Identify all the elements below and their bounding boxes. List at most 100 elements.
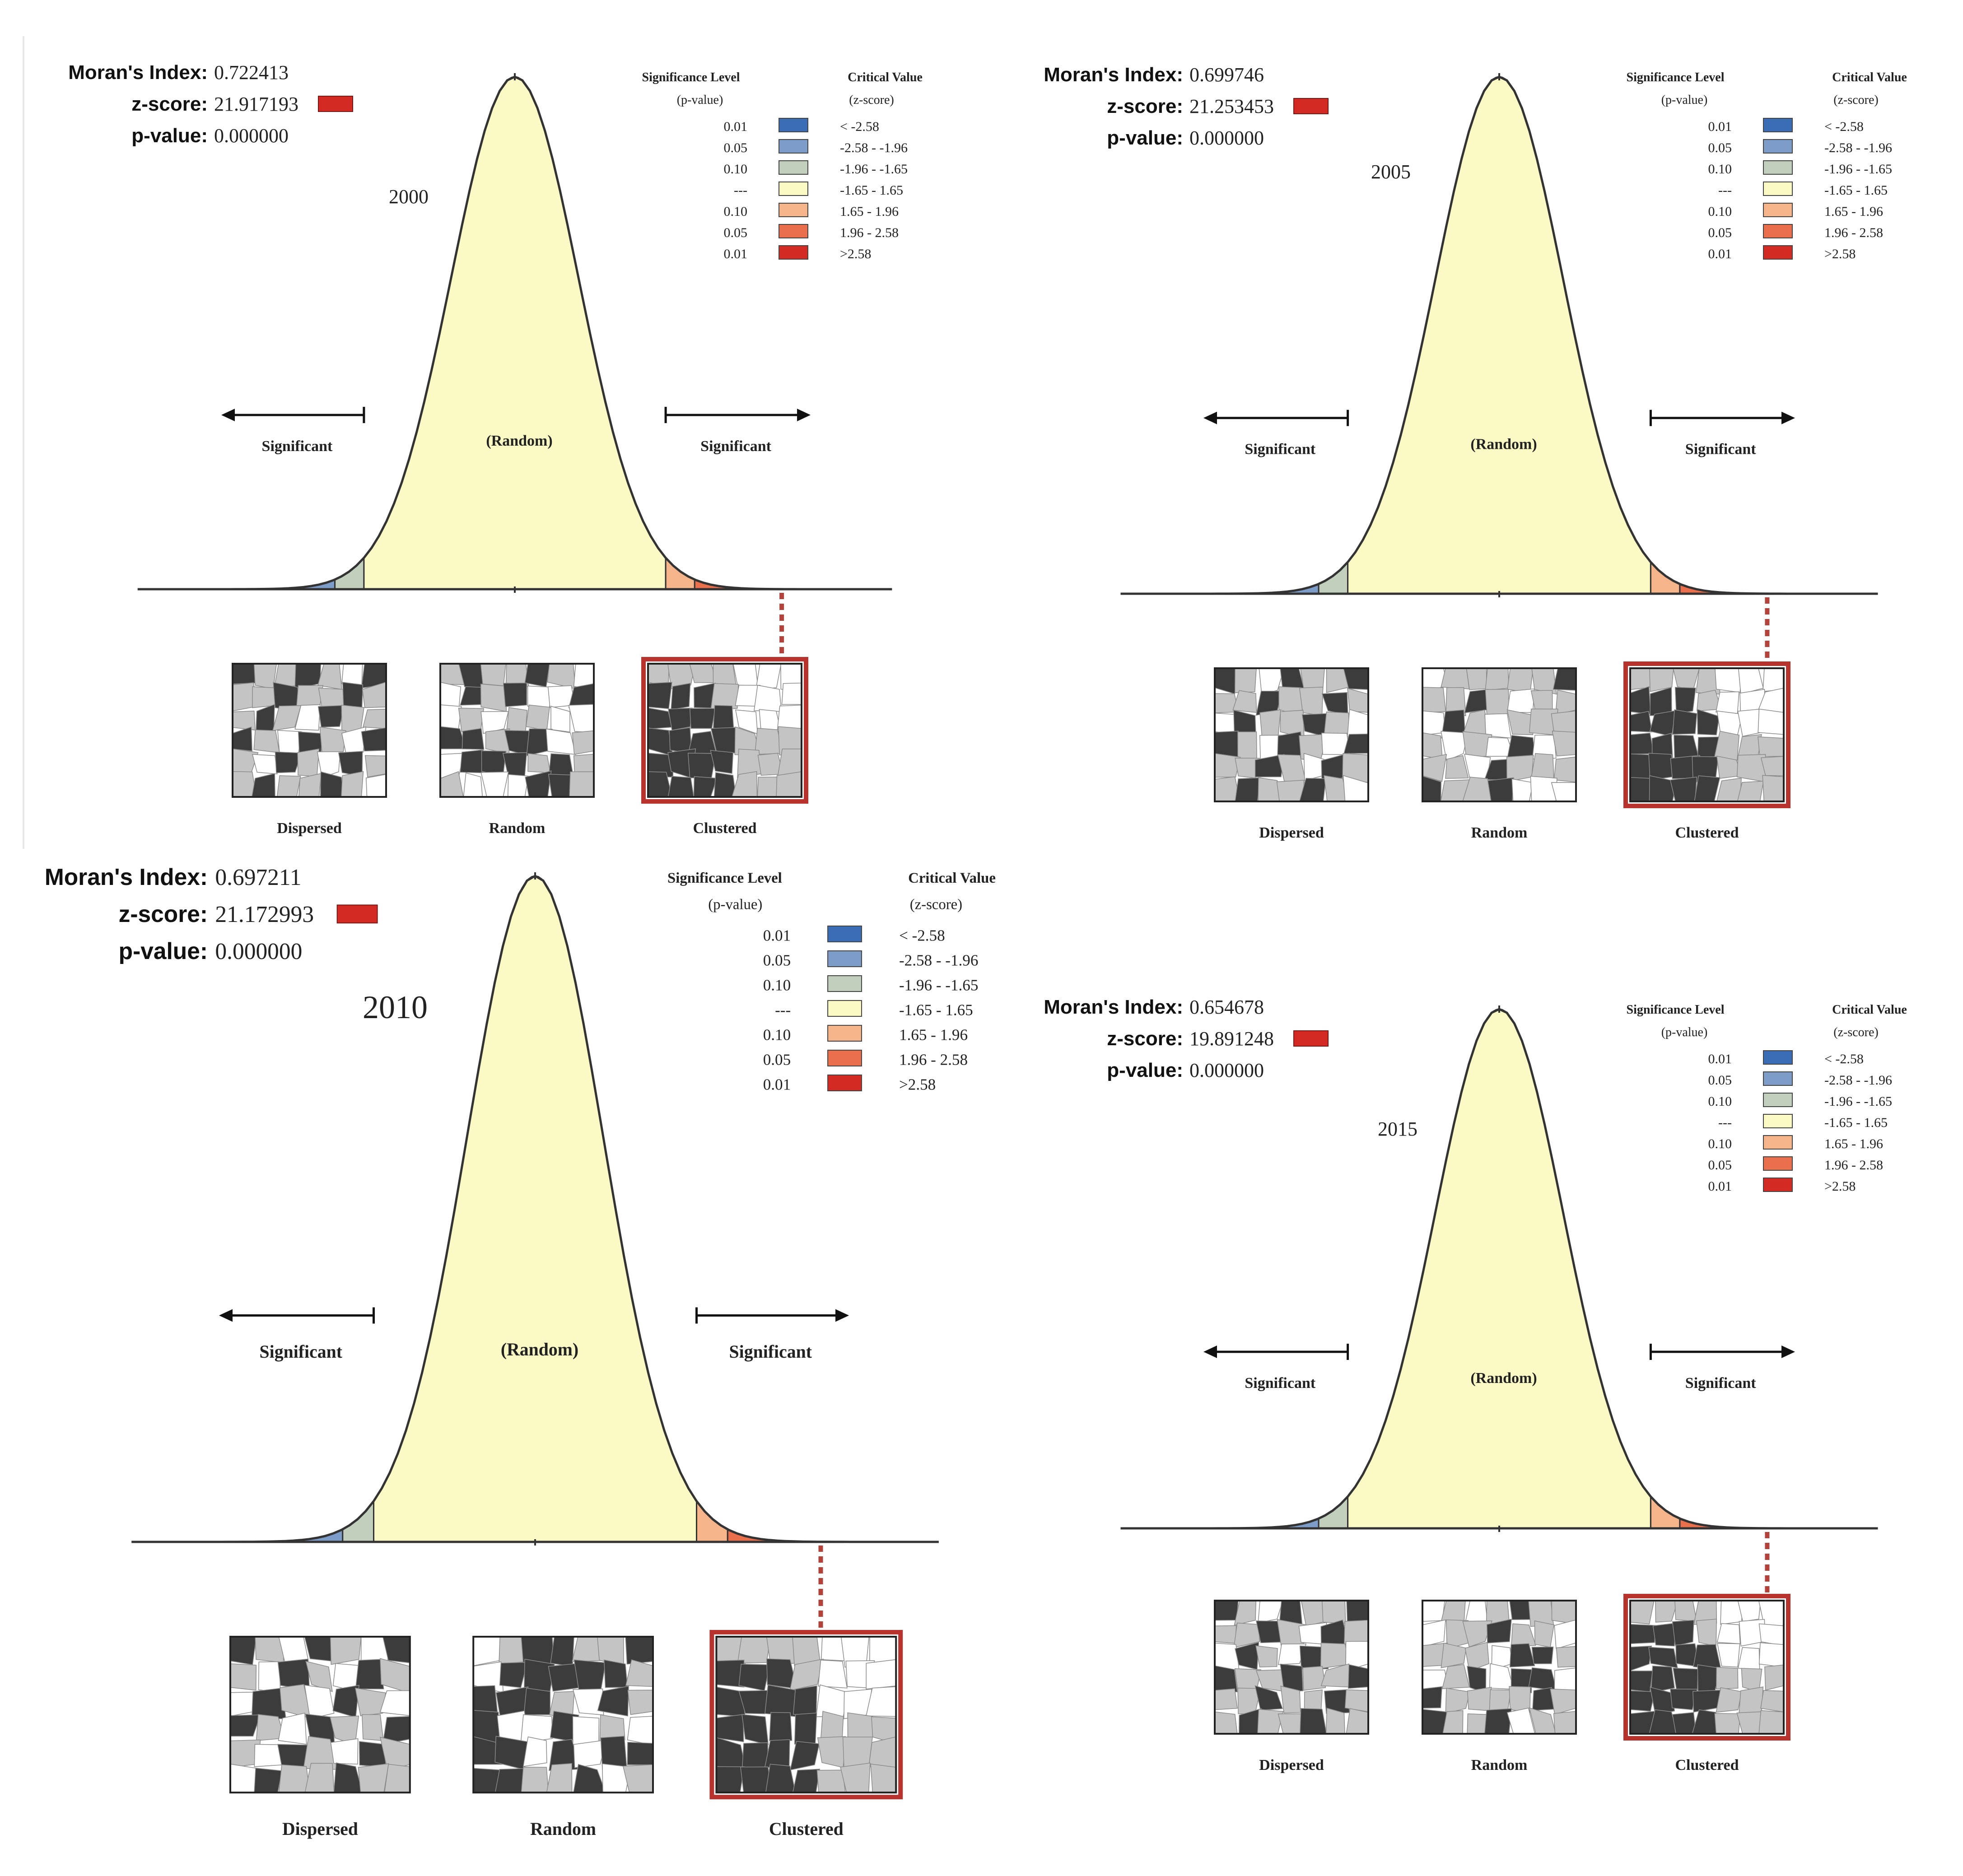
map-region (1346, 1600, 1369, 1623)
map-region (365, 774, 387, 797)
map-region (1445, 755, 1469, 779)
year-label: 2000 (389, 186, 429, 208)
legend-swatch (827, 1074, 862, 1091)
map-region (522, 1736, 547, 1767)
legend-swatch (1763, 160, 1793, 175)
map-region (462, 728, 485, 750)
map-region (603, 1659, 628, 1688)
legend-p-value: --- (1718, 183, 1732, 198)
significant-left-label: Significant (1245, 1375, 1315, 1392)
legend-p-value: 0.05 (1708, 1073, 1732, 1088)
random-label: Random (1471, 824, 1528, 841)
z-score-label: z-score: (1107, 1028, 1183, 1050)
map-region (232, 710, 256, 731)
legend-p-value: 0.10 (763, 977, 791, 994)
map-region (1696, 1619, 1717, 1647)
random-label: (Random) (501, 1340, 578, 1359)
legend-z-range: 1.65 - 1.96 (840, 204, 899, 219)
map-region (363, 708, 387, 729)
map-region (716, 1766, 745, 1793)
map-region (463, 772, 483, 797)
map-region (1214, 1688, 1238, 1710)
legend-p-value: 0.01 (724, 119, 748, 134)
map-region (253, 663, 277, 689)
dispersed-label: Dispersed (1259, 1757, 1324, 1774)
map-region (1300, 1708, 1327, 1734)
map-region (341, 726, 367, 754)
clustered-highlight-frame (641, 657, 808, 804)
map-region (572, 1716, 600, 1746)
map-region (572, 730, 594, 755)
map-region (276, 775, 301, 797)
map-region (384, 1764, 410, 1793)
p-value-label: p-value: (1107, 1059, 1183, 1081)
map-frame (232, 663, 387, 798)
left-arrowhead (219, 1309, 233, 1322)
map-region (1466, 668, 1487, 690)
z-score-badge (336, 904, 378, 924)
legend-swatch (1763, 139, 1793, 154)
legend-p-value: 0.01 (763, 1076, 791, 1094)
map-region (1714, 731, 1739, 761)
map-region (1669, 1689, 1698, 1710)
legend-z-range: -1.96 - -1.65 (1824, 1094, 1892, 1109)
map-region (1532, 735, 1557, 760)
map-region (716, 1714, 744, 1742)
map-region (1697, 709, 1720, 736)
legend-swatch (1763, 182, 1793, 196)
map-region (1674, 1600, 1697, 1622)
map-region (1674, 687, 1696, 714)
map-region (254, 1768, 283, 1793)
map-region (1672, 1620, 1694, 1647)
legend-p-value: --- (1718, 1115, 1732, 1130)
legend-swatch (779, 139, 808, 154)
map-region (1758, 736, 1784, 757)
map-region (599, 1714, 625, 1741)
legend-z-header: (z-score) (910, 897, 962, 913)
map-region (317, 705, 345, 728)
map-region (1422, 1600, 1445, 1622)
clustered-highlight-frame (1623, 1594, 1790, 1741)
map-region (1441, 1664, 1470, 1690)
map-region (627, 1741, 653, 1765)
clustered-map (715, 1636, 897, 1794)
map-region (1716, 1687, 1742, 1713)
legend-p-value: 0.01 (1708, 1179, 1732, 1194)
map-region (1764, 1664, 1784, 1691)
map-region (574, 1659, 606, 1694)
legend-swatch (1763, 245, 1793, 260)
legend-p-value: 0.10 (724, 162, 748, 177)
legend-swatch (779, 224, 808, 238)
legend-p-value: 0.10 (1708, 162, 1732, 177)
map-region (1280, 1685, 1301, 1713)
random-label: (Random) (1470, 1370, 1537, 1387)
map-region (667, 776, 695, 797)
map-region (738, 1664, 770, 1691)
legend-critical-header: Critical Value (848, 70, 923, 84)
legend-p-value: 0.05 (763, 1051, 791, 1069)
map-region (1758, 1623, 1784, 1646)
map-region (525, 704, 550, 731)
z-score-badge (1293, 1030, 1329, 1047)
random-label: Random (1471, 1757, 1528, 1774)
map-region (278, 1713, 307, 1745)
legend-p-value: 0.01 (763, 927, 791, 945)
legend-swatch (827, 950, 862, 968)
legend-p-value: 0.01 (724, 247, 748, 261)
map-region (1652, 1622, 1677, 1647)
significant-right-label: Significant (1685, 1375, 1756, 1392)
panel-2015: Moran's Index: 0.654678 z-score: 19.891248 p… (1044, 996, 1907, 1774)
map-region (272, 705, 302, 731)
legend-z-header: (z-score) (849, 93, 894, 107)
legend-swatch (1763, 1156, 1793, 1171)
map-region (1254, 1685, 1283, 1711)
random-map (1422, 667, 1577, 802)
dispersed-label: Dispersed (1259, 824, 1324, 841)
map-region (1630, 1670, 1653, 1692)
map-frame (1422, 1600, 1577, 1735)
morans-index-value: 0.697211 (215, 865, 301, 890)
map-region (1716, 1623, 1741, 1644)
map-region (569, 771, 594, 797)
map-region (792, 1769, 821, 1793)
clustered-label: Clustered (693, 820, 756, 837)
